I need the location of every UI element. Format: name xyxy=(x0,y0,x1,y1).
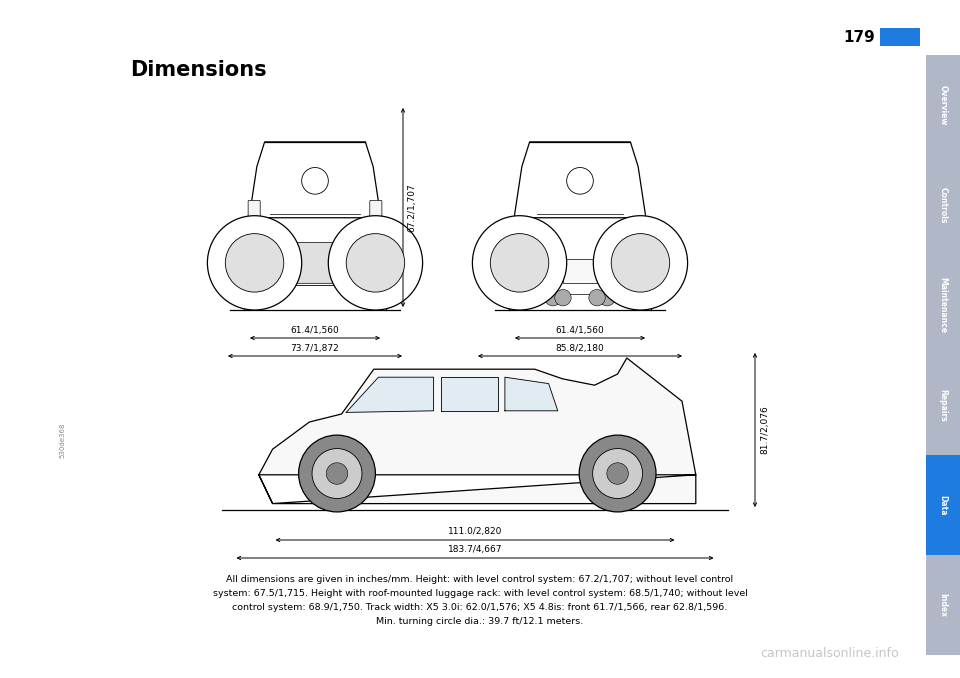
Bar xyxy=(926,355,960,455)
Circle shape xyxy=(207,216,301,310)
Circle shape xyxy=(612,234,670,292)
Text: Repairs: Repairs xyxy=(939,388,948,421)
Circle shape xyxy=(472,216,566,310)
FancyBboxPatch shape xyxy=(635,223,647,262)
Polygon shape xyxy=(347,377,434,412)
Polygon shape xyxy=(505,377,558,411)
Text: Maintenance: Maintenance xyxy=(939,277,948,333)
Circle shape xyxy=(566,167,593,194)
Circle shape xyxy=(299,435,375,512)
Text: 530de368: 530de368 xyxy=(59,422,65,458)
Text: 179: 179 xyxy=(843,30,875,45)
Circle shape xyxy=(599,290,615,306)
Text: control system: 68.9/1,750. Track width: X5 3.0i: 62.0/1,576; X5 4.8is: front 61: control system: 68.9/1,750. Track width:… xyxy=(232,603,728,612)
Text: 61.4/1,560: 61.4/1,560 xyxy=(291,326,340,335)
Polygon shape xyxy=(441,377,498,411)
Bar xyxy=(926,155,960,255)
Circle shape xyxy=(579,435,656,512)
Circle shape xyxy=(491,234,549,292)
Circle shape xyxy=(593,216,687,310)
Text: system: 67.5/1,715. Height with roof-mounted luggage rack: with level control sy: system: 67.5/1,715. Height with roof-mou… xyxy=(212,589,748,598)
Circle shape xyxy=(226,234,284,292)
Circle shape xyxy=(544,290,561,306)
Text: 61.4/1,560: 61.4/1,560 xyxy=(556,326,605,335)
Bar xyxy=(880,28,920,46)
Circle shape xyxy=(555,290,571,306)
Circle shape xyxy=(607,463,629,484)
Text: Controls: Controls xyxy=(939,187,948,223)
Bar xyxy=(926,255,960,355)
Text: Overview: Overview xyxy=(939,85,948,125)
Circle shape xyxy=(592,449,642,498)
Text: 85.8/2,180: 85.8/2,180 xyxy=(556,344,605,353)
Circle shape xyxy=(588,290,605,306)
Text: Min. turning circle dia.: 39.7 ft/12.1 meters.: Min. turning circle dia.: 39.7 ft/12.1 m… xyxy=(376,617,584,626)
Text: carmanualsonline.info: carmanualsonline.info xyxy=(760,647,899,660)
Bar xyxy=(926,55,960,155)
Text: Data: Data xyxy=(939,495,948,515)
Circle shape xyxy=(312,449,362,498)
Bar xyxy=(926,455,960,555)
Text: 67.2/1,707: 67.2/1,707 xyxy=(407,183,416,232)
Circle shape xyxy=(326,463,348,484)
Polygon shape xyxy=(259,358,696,504)
Text: Dimensions: Dimensions xyxy=(130,60,267,80)
Circle shape xyxy=(347,234,405,292)
Text: Index: Index xyxy=(939,593,948,617)
FancyBboxPatch shape xyxy=(259,243,372,283)
Circle shape xyxy=(328,216,422,310)
Circle shape xyxy=(301,167,328,194)
Text: 111.0/2,820: 111.0/2,820 xyxy=(447,527,502,536)
FancyBboxPatch shape xyxy=(248,201,260,223)
Bar xyxy=(926,555,960,655)
Text: 81.7/2,076: 81.7/2,076 xyxy=(760,405,769,454)
Text: All dimensions are given in inches/mm. Height: with level control system: 67.2/1: All dimensions are given in inches/mm. H… xyxy=(227,575,733,584)
Text: 183.7/4,667: 183.7/4,667 xyxy=(447,545,502,554)
Bar xyxy=(563,259,597,283)
FancyBboxPatch shape xyxy=(370,201,382,223)
Text: 73.7/1,872: 73.7/1,872 xyxy=(291,344,340,353)
FancyBboxPatch shape xyxy=(514,223,525,262)
